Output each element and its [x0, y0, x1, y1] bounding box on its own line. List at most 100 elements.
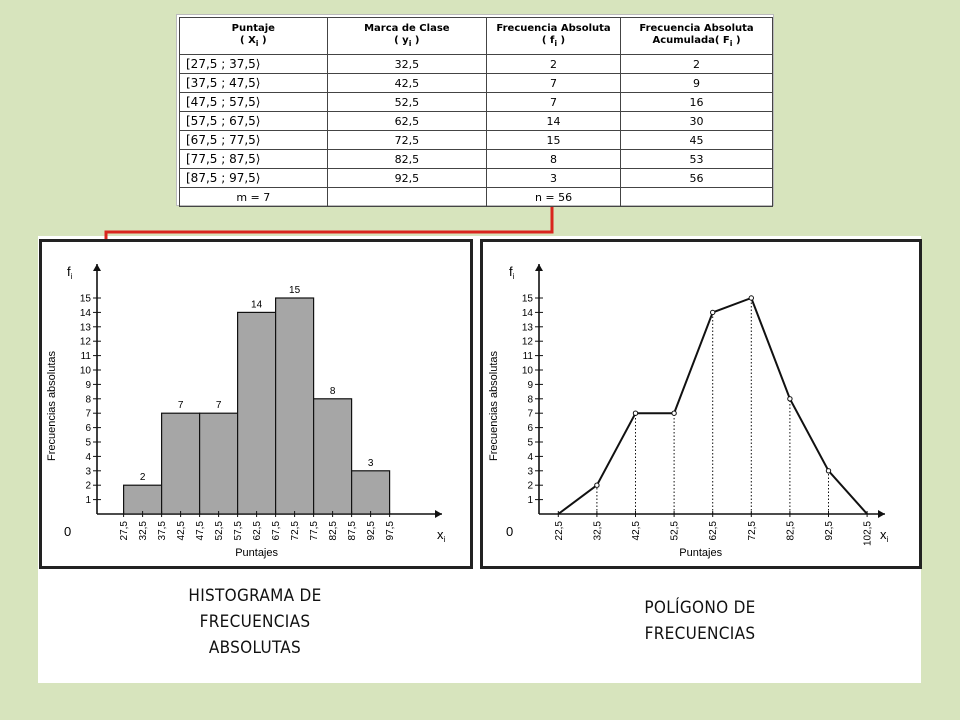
y-tick-label: 15 — [80, 294, 92, 305]
y-tick-label: 2 — [527, 481, 533, 492]
footer-empty-1 — [326, 187, 488, 207]
footer-m: m = 7 — [179, 187, 328, 207]
y-tick-label: 11 — [523, 351, 534, 362]
header-line: Frecuencia Absoluta — [496, 22, 611, 34]
histogram-caption-line: HISTOGRAMA DE — [188, 586, 322, 606]
y-tick-label: 1 — [527, 495, 533, 506]
cum-freq-cell: 30 — [620, 111, 773, 131]
y-tick-label: 4 — [527, 452, 533, 463]
histogram-bar — [199, 412, 239, 515]
x-tick-label: 52,5 — [214, 521, 225, 541]
table-row: [47,5 ; 57,5⟩ 52,5 7 16 — [179, 92, 773, 112]
histogram-caption-line: FRECUENCIAS — [199, 612, 311, 632]
x-axis-title: Puntajes — [679, 547, 722, 559]
y-axis-arrow — [535, 264, 543, 271]
x-axis-symbol: xi — [437, 527, 446, 544]
cum-freq-cell: 2 — [620, 54, 773, 74]
polygon-point — [632, 410, 639, 416]
y-axis-symbol: fi — [509, 264, 515, 281]
y-tick-label: 3 — [527, 466, 533, 477]
frequency-table-grid: Puntaje( Xi ) Marca de Clase( yi ) Frecuen… — [179, 17, 773, 207]
y-tick-label: 7 — [527, 409, 533, 420]
x-tick-label: 82,5 — [328, 521, 339, 541]
table-header-row: Puntaje( Xi ) Marca de Clase( yi ) Frecuen… — [179, 17, 773, 55]
polygon-caption: POLÍGONO DE FRECUENCIAS — [580, 595, 820, 647]
y-tick-label: 12 — [80, 337, 92, 348]
class-mark-cell: 92,5 — [326, 168, 488, 188]
class-mark-cell: 32,5 — [326, 54, 488, 74]
y-axis-title: Frecuencias absolutas — [488, 350, 500, 461]
interval-cell: [67,5 ; 77,5⟩ — [179, 130, 328, 150]
y-tick-label: 9 — [527, 380, 533, 391]
header-symbol: ( Xi ) — [240, 34, 267, 48]
y-tick-label: 5 — [527, 438, 533, 449]
x-tick-label: 62,5 — [708, 521, 719, 541]
x-axis-title: Puntajes — [235, 547, 278, 559]
y-tick-label: 3 — [85, 466, 91, 477]
y-tick-label: 6 — [85, 423, 91, 434]
interval-cell: [57,5 ; 67,5⟩ — [179, 111, 328, 131]
y-tick-label: 4 — [85, 452, 91, 463]
bar-data-label: 2 — [140, 472, 146, 483]
table-row: [87,5 ; 97,5⟩ 92,5 3 56 — [179, 168, 773, 188]
cum-freq-cell: 16 — [620, 92, 773, 112]
x-tick-label: 27,5 — [119, 521, 130, 541]
table-footer-row: m = 7 n = 56 — [179, 187, 773, 207]
table-body: [27,5 ; 37,5⟩ 32,5 2 2 [37,5 ; 47,5⟩ 42,5 7 9 [4… — [179, 54, 773, 188]
histogram-bar — [160, 412, 201, 515]
y-tick-label: 7 — [85, 409, 91, 420]
y-tick-label: 2 — [85, 481, 91, 492]
abs-freq-cell: 3 — [486, 168, 622, 188]
x-tick-label: 32,5 — [592, 521, 603, 541]
x-tick-label: 32,5 — [138, 521, 149, 541]
polygon-point — [671, 410, 677, 416]
abs-freq-cell: 15 — [486, 130, 622, 150]
x-tick-label: 57,5 — [233, 521, 244, 541]
y-tick-label: 10 — [80, 366, 92, 377]
x-tick-label: 92,5 — [366, 521, 377, 541]
cum-freq-cell: 53 — [620, 149, 773, 169]
y-axis-arrow — [93, 264, 101, 271]
origin-label: 0 — [64, 524, 71, 539]
polygon-point — [748, 295, 754, 301]
abs-freq-cell: 8 — [486, 149, 622, 169]
interval-cell: [87,5 ; 97,5⟩ — [179, 168, 328, 188]
x-tick-label: 82,5 — [785, 521, 796, 541]
header-line: Puntaje — [231, 22, 275, 34]
x-tick-label: 97,5 — [385, 521, 396, 541]
y-tick-label: 8 — [527, 394, 533, 405]
y-tick-label: 10 — [522, 366, 534, 377]
histogram-bar — [313, 398, 353, 515]
header-symbol: ( yi ) — [394, 34, 420, 48]
header-symbol: Acumulada( Fi ) — [652, 34, 741, 48]
polygon-point — [594, 482, 600, 488]
frequency-table: Puntaje( Xi ) Marca de Clase( yi ) Frecuen… — [176, 14, 774, 207]
polygon-point — [825, 468, 832, 474]
x-tick-label: 67,5 — [271, 521, 282, 541]
table-header-cell: Puntaje( Xi ) — [179, 17, 328, 55]
x-tick-label: 37,5 — [157, 521, 168, 541]
header-symbol: ( fi ) — [541, 34, 566, 48]
polygon-caption-line: POLÍGONO DE — [644, 598, 756, 618]
class-mark-cell: 62,5 — [326, 111, 488, 131]
table-header-cell: Marca de Clase( yi ) — [326, 17, 488, 55]
y-tick-label: 13 — [80, 322, 92, 333]
histogram-bar — [275, 297, 315, 515]
y-tick-label: 12 — [522, 337, 534, 348]
bar-data-label: 14 — [251, 299, 263, 310]
footer-empty-2 — [620, 187, 773, 207]
y-tick-label: 9 — [85, 380, 91, 391]
histogram-panel: 1 2 3 4 5 6 7 8 9 10 11 12 13 14 15 0 fi xi Frecuencias ab… — [39, 239, 473, 569]
x-axis-symbol: xi — [880, 527, 889, 544]
cum-freq-cell: 45 — [620, 130, 773, 150]
class-mark-cell: 72,5 — [326, 130, 488, 150]
x-axis-arrow — [878, 510, 885, 518]
interval-cell: [47,5 ; 57,5⟩ — [179, 92, 328, 112]
x-tick-label: 47,5 — [195, 521, 206, 541]
abs-freq-cell: 7 — [486, 92, 622, 112]
table-header-cell: Frecuencia Absoluta( fi ) — [486, 17, 622, 55]
histogram-caption: HISTOGRAMA DE FRECUENCIAS ABSOLUTAS — [140, 583, 370, 661]
table-row: [77,5 ; 87,5⟩ 82,5 8 53 — [179, 149, 773, 169]
